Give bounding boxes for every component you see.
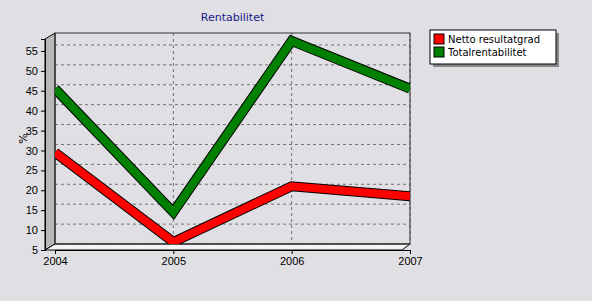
legend-swatch xyxy=(434,47,444,57)
y-tick-label: 55 xyxy=(26,45,38,57)
grid-line xyxy=(55,204,410,205)
chart: 5101520253035404550552004200520062007Ren… xyxy=(0,0,592,301)
grid-line xyxy=(55,164,410,165)
legend-box xyxy=(430,30,556,64)
y-tick-mark xyxy=(41,170,45,171)
background xyxy=(0,0,592,301)
legend-label: Totalrentabilitet xyxy=(447,47,527,58)
x-tick-label: 2007 xyxy=(398,255,422,267)
y-tick: 50 xyxy=(26,65,45,77)
x-tick: 2007 xyxy=(398,250,422,267)
y-tick-mark xyxy=(41,230,45,231)
legend: Netto resultatgrad Totalrentabilitet xyxy=(430,30,559,67)
y-tick-mark xyxy=(41,111,45,112)
y-tick-label: 40 xyxy=(26,105,38,117)
y-tick: 40 xyxy=(26,105,45,117)
y-tick: 55 xyxy=(26,45,45,57)
x-tick-label: 2006 xyxy=(280,255,304,267)
legend-swatch xyxy=(434,34,444,44)
y-tick-mark xyxy=(41,51,45,52)
y-tick: 10 xyxy=(26,224,45,236)
y-tick-label: 15 xyxy=(26,204,38,216)
line xyxy=(55,152,410,242)
x-axis: 2004 2005 2006 2007 xyxy=(43,250,422,267)
y-tick-mark xyxy=(41,91,45,92)
y-tick-label: 5 xyxy=(32,244,38,256)
y-tick-label: 25 xyxy=(26,164,38,176)
y-tick-mark xyxy=(41,131,45,132)
x-tick: 2004 xyxy=(43,250,67,267)
grid-line xyxy=(55,184,410,185)
grid-line xyxy=(55,224,410,225)
x-tick-mark xyxy=(292,250,293,254)
grid-line xyxy=(55,84,410,85)
line-outline xyxy=(55,152,410,242)
title: Rentabilitet xyxy=(201,11,265,24)
y-tick-label: 45 xyxy=(26,85,38,97)
line-outline xyxy=(55,41,410,212)
x-tick-mark xyxy=(173,250,174,254)
legend-label: Netto resultatgrad xyxy=(448,34,540,45)
plot: 5101520253035404550552004200520062007 xyxy=(26,33,423,267)
y-tick: 45 xyxy=(26,85,45,97)
y-tick: 15 xyxy=(26,204,45,216)
y-tick-mark xyxy=(41,150,45,151)
y-tick: 30 xyxy=(26,144,45,156)
y-tick-mark xyxy=(41,190,45,191)
x-tick-label: 2004 xyxy=(43,255,67,267)
grid-line xyxy=(55,44,410,45)
y-tick: 25 xyxy=(26,164,45,176)
x-tick-label: 2005 xyxy=(162,255,186,267)
x-tick: 2005 xyxy=(162,250,186,267)
side-wall xyxy=(45,33,55,250)
x-tick-mark xyxy=(55,250,56,254)
line xyxy=(55,41,410,212)
plot-frame xyxy=(55,33,410,244)
grid-line-x xyxy=(291,33,292,244)
y-tick-label: 20 xyxy=(26,184,38,196)
x-tick: 2006 xyxy=(280,250,304,267)
series-group xyxy=(55,41,410,242)
x-axis-line xyxy=(56,251,411,255)
x-tick-mark xyxy=(410,250,411,254)
y-tick-mark xyxy=(41,210,45,211)
grid-line xyxy=(55,104,410,105)
y-tick-label: 50 xyxy=(26,65,38,77)
y-tick-label: 30 xyxy=(26,144,38,156)
y-tick-label: 10 xyxy=(26,224,38,236)
y-axis: 510152025303540455055 xyxy=(26,40,46,257)
y-tick-mark xyxy=(41,250,45,251)
y-tick-mark xyxy=(41,71,45,72)
y-axis-line xyxy=(41,40,46,251)
y-tick: 20 xyxy=(26,184,45,196)
y-axis-title: % xyxy=(17,133,30,143)
grid xyxy=(55,33,410,244)
floor xyxy=(45,244,410,250)
